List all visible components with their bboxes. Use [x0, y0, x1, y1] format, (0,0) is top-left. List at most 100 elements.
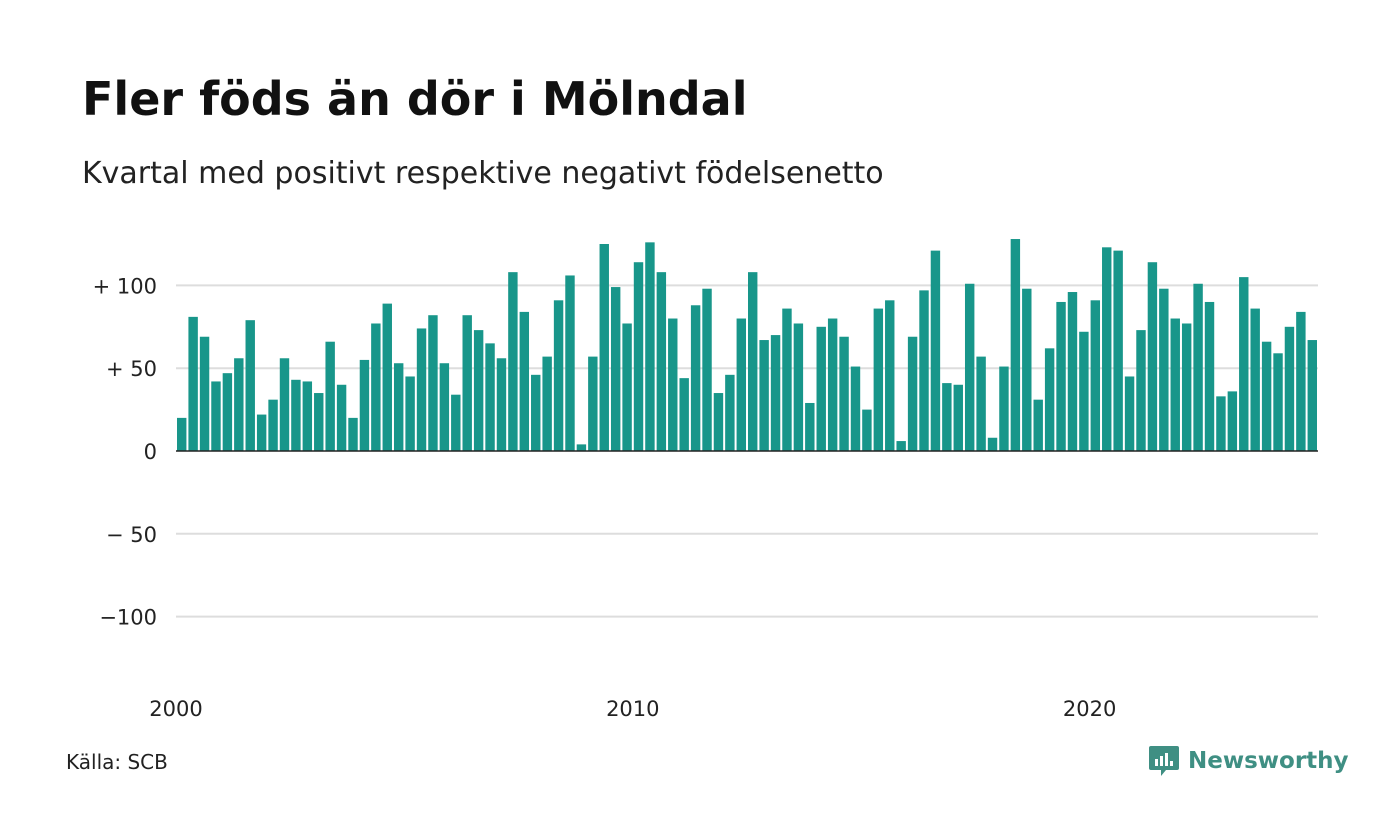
bar	[896, 441, 906, 451]
bar	[348, 417, 358, 451]
y-tick-label: −100	[99, 606, 157, 630]
bar	[268, 399, 278, 451]
bar	[222, 373, 233, 451]
bar	[416, 328, 427, 451]
bar	[1090, 300, 1101, 451]
bar	[428, 315, 438, 451]
bar	[1102, 247, 1112, 451]
bar	[359, 359, 370, 451]
bar	[588, 356, 598, 451]
bar	[942, 383, 952, 451]
x-tick-label: 2010	[606, 697, 659, 721]
bar	[245, 320, 255, 451]
bar	[1181, 323, 1192, 451]
bar	[291, 379, 301, 451]
bar	[919, 290, 929, 451]
bar	[805, 402, 815, 451]
bar	[987, 437, 998, 451]
bar	[622, 323, 632, 451]
bar	[211, 381, 221, 451]
bar	[1250, 308, 1260, 451]
bar	[462, 315, 472, 451]
bar	[1273, 353, 1283, 451]
bar	[336, 384, 347, 451]
bar	[850, 366, 861, 451]
x-tick-label: 2000	[149, 697, 202, 721]
bars	[177, 239, 1317, 451]
bar	[279, 358, 290, 451]
bar	[930, 250, 941, 451]
brand-logo[interactable]: Newsworthy	[1148, 744, 1349, 778]
chart-subtitle: Kvartal med positivt respektive negativt…	[82, 156, 884, 191]
bar	[690, 305, 701, 451]
bar	[314, 393, 324, 451]
bar	[553, 300, 564, 451]
bar	[439, 363, 450, 451]
chart-title: Fler föds än dör i Mölndal	[82, 72, 748, 126]
bar	[953, 384, 963, 451]
bar	[862, 409, 872, 451]
newsworthy-logo-icon	[1149, 746, 1179, 776]
bar	[1227, 391, 1238, 451]
bar	[645, 242, 655, 451]
bar	[976, 356, 986, 451]
bar	[1136, 330, 1146, 451]
bar	[382, 303, 392, 451]
bar	[1022, 288, 1032, 451]
bar	[1067, 292, 1078, 451]
bar	[1284, 326, 1295, 451]
bar	[1193, 283, 1203, 451]
bar	[1113, 250, 1123, 451]
bar	[371, 323, 381, 451]
bar	[702, 288, 712, 451]
bar	[508, 272, 518, 451]
bar	[668, 318, 678, 451]
bar	[827, 318, 838, 451]
bar	[451, 394, 461, 451]
y-tick-label: + 50	[106, 357, 157, 381]
bar	[748, 272, 758, 451]
bar-chart: + 100 + 50 0 − 50 −100 2000 2010 2020	[93, 239, 1318, 721]
source-note: Källa: SCB	[66, 750, 168, 774]
bar	[1296, 311, 1306, 451]
y-tick-label: 0	[144, 440, 157, 464]
bar	[576, 444, 587, 451]
bar	[177, 417, 187, 451]
y-tick-label: − 50	[106, 523, 157, 547]
bar	[782, 308, 792, 451]
bar	[656, 272, 667, 451]
bar	[1010, 239, 1021, 451]
axes: + 100 + 50 0 − 50 −100 2000 2010 2020	[93, 274, 1318, 721]
bar	[393, 363, 404, 451]
y-tick-label: + 100	[93, 274, 157, 298]
bar	[1307, 340, 1317, 451]
bar	[873, 308, 884, 451]
bar	[531, 374, 541, 451]
bar	[1124, 376, 1135, 451]
x-tick-label: 2020	[1063, 697, 1116, 721]
bar	[964, 283, 975, 451]
bar	[1239, 277, 1249, 451]
bar	[302, 381, 313, 451]
bar	[485, 343, 495, 451]
bar	[1033, 399, 1043, 451]
bar	[565, 275, 575, 451]
bar	[633, 262, 644, 451]
bar	[1216, 396, 1226, 451]
bar	[1159, 288, 1169, 451]
bar	[1147, 262, 1158, 451]
bar	[679, 378, 689, 451]
bar	[1056, 301, 1066, 451]
bar	[496, 358, 507, 451]
bar	[759, 340, 769, 451]
bar	[599, 244, 609, 451]
bar	[519, 311, 530, 451]
bar	[199, 336, 210, 451]
bar	[325, 341, 335, 451]
bar	[907, 336, 918, 451]
bar	[713, 393, 724, 451]
bar	[405, 376, 415, 451]
bar	[1044, 348, 1055, 451]
bar	[793, 323, 804, 451]
bar	[1204, 301, 1215, 451]
